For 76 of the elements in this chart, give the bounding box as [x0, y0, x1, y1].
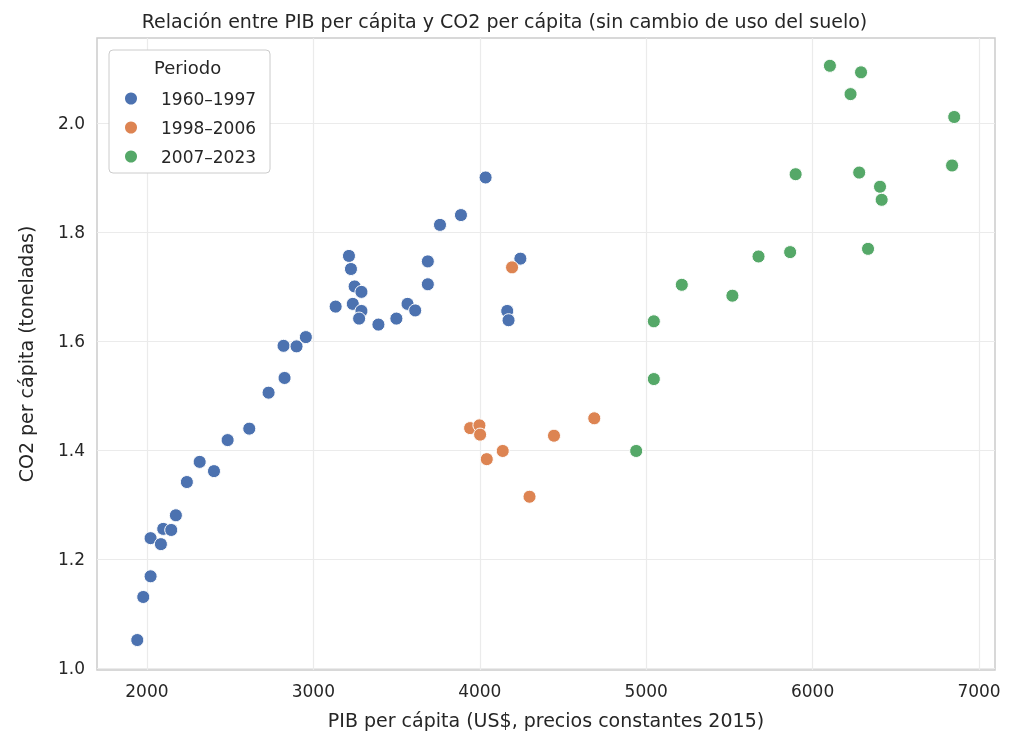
point [420, 277, 435, 292]
point [478, 170, 493, 185]
point [646, 372, 661, 387]
point [513, 251, 528, 266]
point [389, 311, 404, 326]
point [192, 454, 207, 469]
point [408, 303, 423, 318]
point [629, 443, 644, 458]
point [136, 590, 151, 604]
legend-label: 2007–2023 [161, 146, 257, 167]
point [143, 569, 158, 584]
point [861, 241, 876, 256]
point [945, 158, 960, 173]
x-tick-label: 3000 [291, 680, 335, 701]
x-tick-label: 5000 [624, 680, 668, 701]
x-tick-label: 7000 [957, 680, 1001, 701]
point [143, 531, 158, 546]
point [479, 452, 494, 467]
y-tick-label: 2.0 [57, 112, 85, 133]
point [495, 443, 510, 458]
point [242, 421, 257, 436]
point [473, 427, 488, 442]
point [433, 217, 447, 232]
point [505, 260, 520, 275]
y-axis-title: CO2 per cápita (toneladas) [14, 225, 37, 483]
point [207, 464, 221, 479]
point [947, 110, 962, 124]
legend-label: 1998–2006 [161, 117, 257, 138]
point [276, 338, 291, 353]
point [168, 508, 183, 523]
legend-label: 1960–1997 [161, 88, 257, 109]
point [674, 277, 689, 292]
point [453, 208, 468, 223]
point [354, 284, 369, 299]
point [852, 165, 867, 180]
point [843, 87, 858, 102]
point [783, 245, 798, 260]
point [873, 179, 887, 194]
point [328, 299, 343, 314]
y-tick-label: 1.6 [57, 330, 85, 351]
point [854, 65, 869, 80]
point [277, 370, 292, 385]
point [788, 167, 803, 182]
point [371, 317, 386, 332]
x-tick-label: 2000 [125, 680, 169, 701]
point [298, 330, 313, 345]
y-tick-label: 1.8 [57, 221, 85, 242]
legend-title: Periodo [154, 56, 222, 78]
x-tick-label: 6000 [790, 680, 835, 701]
point [343, 262, 358, 276]
y-tick-label: 1.2 [57, 548, 85, 569]
point [646, 314, 661, 329]
point [522, 489, 537, 504]
chart-title: Relación entre PIB per cápita y CO2 per cápita (sin cambio de uso del suelo) [141, 9, 868, 32]
y-tick-label: 1.4 [57, 439, 85, 460]
point [345, 296, 360, 311]
point [130, 633, 145, 648]
point [352, 311, 367, 326]
x-tick-label: 4000 [458, 680, 502, 701]
point [164, 522, 179, 537]
x-axis-title: PIB per cápita (US$, precios constantes 2015) [327, 708, 765, 731]
point [587, 411, 602, 426]
point [822, 58, 837, 73]
point [501, 313, 516, 328]
point [289, 339, 304, 354]
point [725, 288, 740, 303]
y-tick-label: 1.0 [57, 657, 85, 678]
point [547, 428, 561, 443]
point [751, 249, 766, 264]
point [220, 433, 235, 448]
point [261, 385, 276, 400]
point [420, 254, 435, 269]
point [179, 475, 194, 490]
point [341, 248, 356, 263]
point [874, 192, 889, 207]
point [153, 537, 168, 552]
